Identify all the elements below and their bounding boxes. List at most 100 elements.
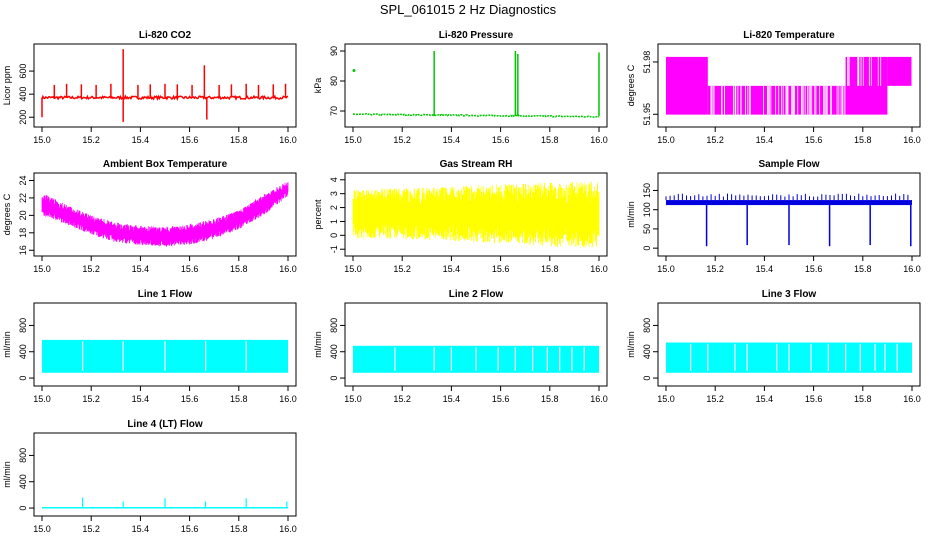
chart-title: Line 3 Flow — [762, 289, 817, 300]
y-tick-label: 51.98 — [642, 51, 652, 74]
chart-frame — [657, 172, 921, 257]
x-tick-label: 15.4 — [443, 394, 461, 404]
x-tick-label: 15.4 — [132, 264, 150, 274]
y-tick-label: 400 — [329, 344, 339, 359]
temperature-band — [845, 56, 888, 115]
y-tick-label: 80 — [329, 76, 339, 86]
x-tick-label: 15.2 — [706, 394, 724, 404]
chart-title: Li-820 Temperature — [743, 30, 835, 41]
temperature-band — [887, 56, 912, 86]
rh-trace — [352, 181, 600, 248]
x-tick-label: 15.4 — [756, 394, 774, 404]
chart-frame — [33, 302, 297, 387]
x-tick-label: 16.0 — [590, 264, 608, 274]
chart-frame — [344, 302, 608, 387]
chart-series — [41, 49, 289, 122]
chart-title: Line 1 Flow — [138, 289, 193, 300]
y-tick-label: 0 — [329, 376, 339, 381]
chart-panel-3: Ambient Box Temperature 15.0 15.2 15.4 15.6 1… — [2, 159, 297, 274]
x-tick-label: 15.8 — [230, 524, 248, 534]
x-tick-label: 15.4 — [132, 394, 150, 404]
y-axis-label: ml/min — [313, 331, 323, 358]
x-tick-label: 15.8 — [854, 135, 872, 145]
y-tick-label: 3 — [329, 191, 339, 196]
x-tick-label: 15.4 — [443, 264, 461, 274]
x-tick-label: 15.2 — [82, 264, 100, 274]
y-tick-label: 800 — [18, 318, 28, 333]
y-tick-label: 24 — [18, 175, 28, 185]
sample-flow-band — [666, 200, 912, 206]
chart-panel-5: Sample Flow 15.0 15.2 15.4 15.6 15.8 16.0 0 50 10… — [626, 159, 921, 274]
y-tick-label: 100 — [642, 202, 652, 217]
y-axis-label: ml/min — [2, 331, 12, 358]
x-tick-label: 15.6 — [181, 394, 199, 404]
x-tick-label: 15.6 — [805, 264, 823, 274]
x-tick-label: 15.6 — [492, 264, 510, 274]
y-tick-label: 800 — [329, 318, 339, 333]
chart-panel-9: Line 4 (LT) Flow 15.0 15.2 15.4 15.6 15.8 16.0… — [2, 419, 297, 534]
x-tick-label: 15.8 — [541, 394, 559, 404]
x-tick-label: 16.0 — [279, 135, 297, 145]
chart-frame — [33, 43, 297, 128]
x-tick-label: 15.0 — [33, 135, 51, 145]
chart-panel-0: Li-820 CO2 15.0 15.2 15.4 15.6 15.8 16.0 200 400… — [2, 30, 297, 145]
x-tick-label: 15.2 — [706, 135, 724, 145]
x-tick-label: 15.6 — [181, 264, 199, 274]
x-tick-label: 15.8 — [541, 135, 559, 145]
x-tick-label: 16.0 — [590, 394, 608, 404]
x-tick-label: 15.8 — [230, 135, 248, 145]
y-tick-label: 400 — [18, 344, 28, 359]
chart-frame — [344, 172, 608, 257]
x-tick-label: 15.6 — [492, 135, 510, 145]
x-tick-label: 15.4 — [443, 135, 461, 145]
x-tick-label: 15.0 — [657, 394, 675, 404]
y-axis-label: degrees C — [626, 64, 636, 106]
ambient-temperature-trace — [41, 182, 289, 247]
x-tick-label: 15.4 — [132, 135, 150, 145]
chart-title: Gas Stream RH — [440, 159, 513, 170]
y-tick-label: 0 — [18, 376, 28, 381]
x-tick-label: 15.0 — [33, 264, 51, 274]
chart-series — [352, 51, 600, 119]
y-tick-label: 22 — [18, 193, 28, 203]
x-tick-label: 15.0 — [657, 135, 675, 145]
page-title: SPL_061015 2 Hz Diagnostics — [379, 2, 557, 17]
x-tick-label: 15.8 — [230, 394, 248, 404]
y-tick-label: 0 — [329, 233, 339, 238]
y-tick-label: 4 — [329, 177, 339, 182]
x-tick-label: 15.2 — [393, 394, 411, 404]
chart-frame — [657, 43, 921, 128]
chart-title: Li-820 CO2 — [139, 30, 192, 41]
y-tick-label: 70 — [329, 106, 339, 116]
y-tick-label: 18 — [18, 228, 28, 238]
y-axis-label: degrees C — [2, 193, 12, 235]
y-axis-label: ml/min — [626, 331, 636, 358]
pressure-trace — [352, 112, 600, 119]
chart-series — [353, 345, 599, 373]
x-tick-label: 15.4 — [756, 135, 774, 145]
y-tick-label: 600 — [18, 64, 28, 79]
x-tick-label: 16.0 — [590, 135, 608, 145]
y-tick-label: 20 — [18, 210, 28, 220]
x-tick-label: 16.0 — [903, 264, 921, 274]
x-tick-label: 15.0 — [33, 394, 51, 404]
chart-title: Ambient Box Temperature — [103, 159, 228, 170]
chart-series — [665, 193, 912, 247]
y-axis-label: Licor ppm — [2, 66, 12, 106]
y-axis-label: ml/min — [2, 461, 12, 488]
chart-panel-2: Li-820 Temperature 15.0 15.2 15.4 15.6 15.8 16… — [626, 30, 921, 145]
chart-panel-7: Line 2 Flow 15.0 15.2 15.4 15.6 15.8 16.0 0 400 8… — [313, 289, 608, 404]
y-axis-label: ml/min — [626, 201, 636, 228]
y-tick-label: -1 — [329, 245, 339, 253]
chart-title: Li-820 Pressure — [439, 30, 514, 41]
chart-frame — [33, 172, 297, 257]
y-tick-label: 400 — [18, 87, 28, 102]
y-tick-label: 50 — [642, 224, 652, 234]
y-tick-label: 200 — [18, 110, 28, 125]
pressure-outlier — [352, 69, 356, 72]
x-tick-label: 15.2 — [393, 135, 411, 145]
x-tick-label: 15.0 — [33, 524, 51, 534]
y-tick-label: 150 — [642, 183, 652, 198]
x-tick-label: 15.2 — [82, 394, 100, 404]
